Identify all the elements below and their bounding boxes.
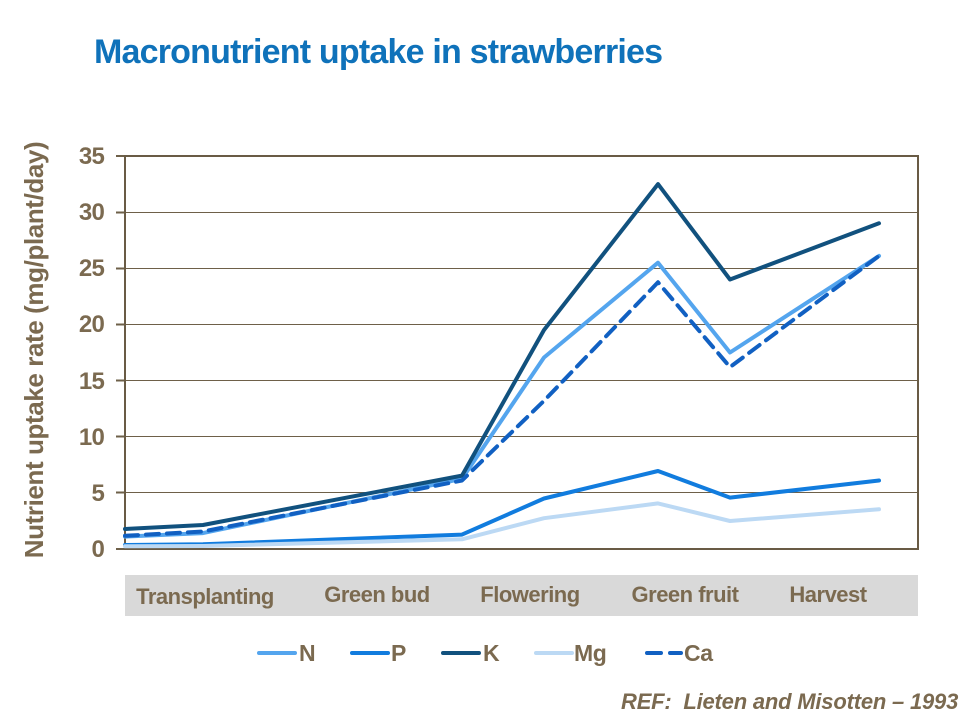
svg-text:Macronutrient uptake in strawb: Macronutrient uptake in strawberries [94, 33, 662, 71]
svg-text:15: 15 [79, 368, 105, 395]
svg-text:Ca: Ca [684, 640, 713, 666]
svg-text:N: N [299, 640, 315, 666]
svg-text:20: 20 [79, 311, 105, 338]
svg-text:Mg: Mg [574, 640, 606, 666]
svg-text:0: 0 [91, 536, 104, 563]
svg-text:Green fruit: Green fruit [632, 582, 740, 607]
svg-text:5: 5 [91, 480, 104, 507]
svg-text:Nutrient uptake rate (mg/plant: Nutrient uptake rate (mg/plant/day) [19, 142, 49, 559]
svg-text:Transplanting: Transplanting [136, 584, 274, 609]
svg-text:Harvest: Harvest [789, 582, 867, 607]
svg-text:Flowering: Flowering [480, 582, 579, 607]
svg-text:P: P [391, 640, 406, 666]
svg-text:10: 10 [79, 424, 105, 451]
svg-text:REF: Lieten and Misotten – 19: REF: Lieten and Misotten – 1993 [621, 689, 958, 714]
svg-text:Green bud: Green bud [324, 582, 430, 607]
svg-text:K: K [483, 640, 500, 666]
svg-text:25: 25 [79, 255, 105, 282]
svg-text:30: 30 [79, 199, 105, 226]
svg-text:35: 35 [79, 143, 105, 170]
